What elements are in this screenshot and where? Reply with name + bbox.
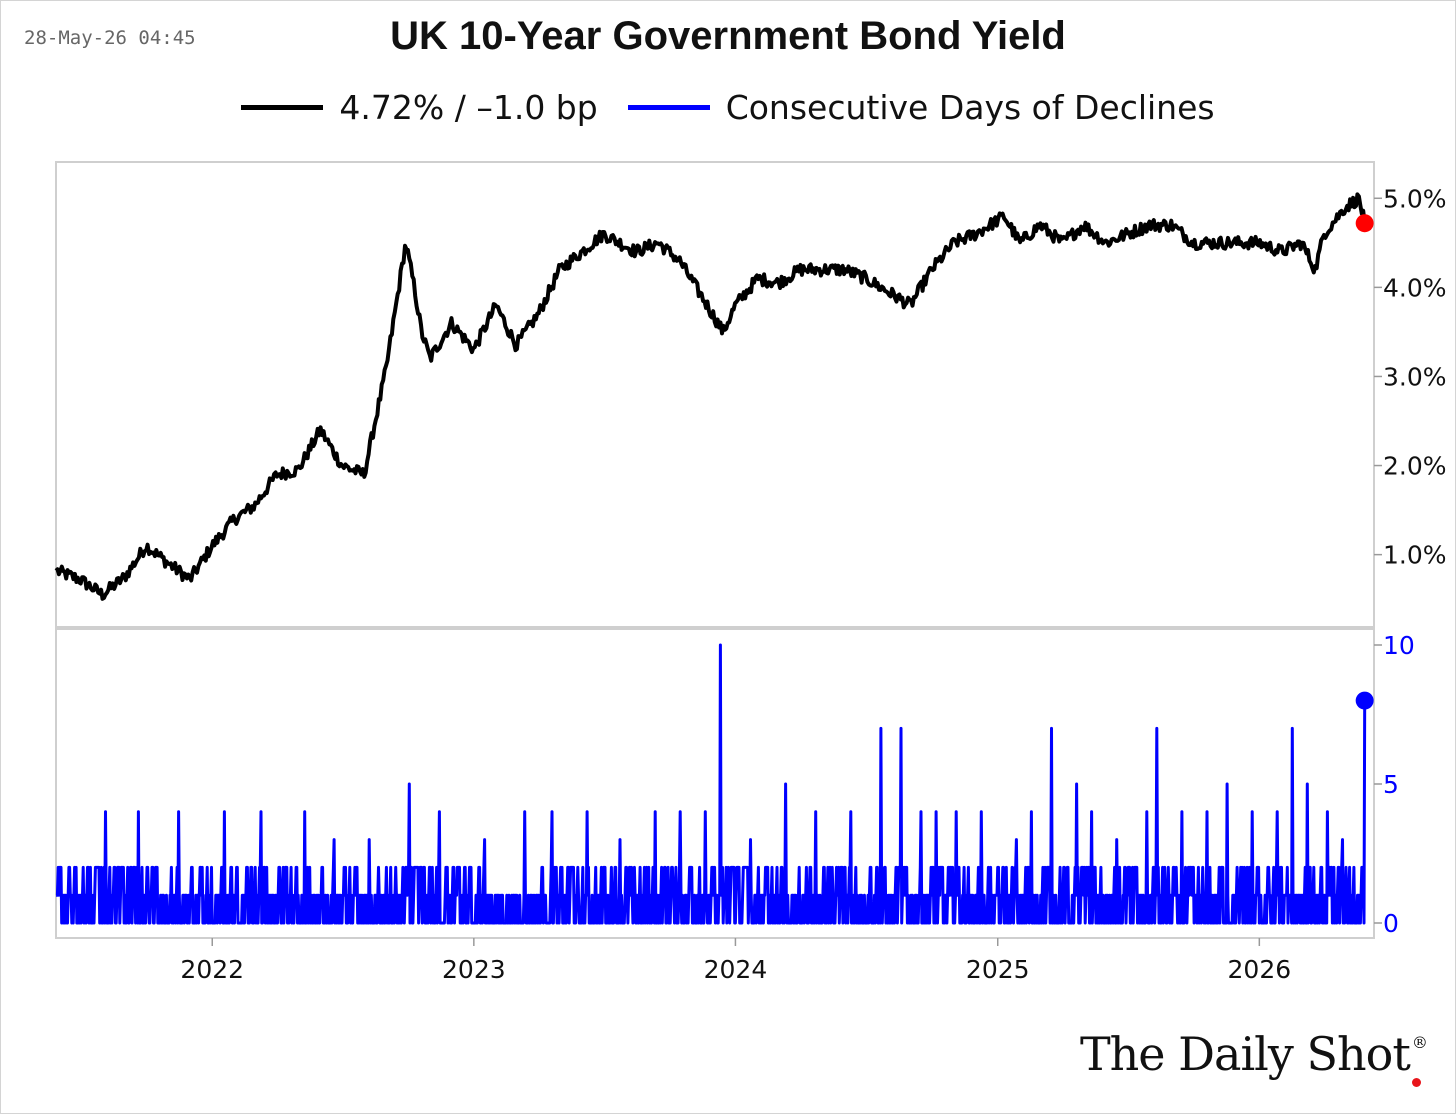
top-y-tick-label: 5.0% <box>1383 184 1447 213</box>
top-y-tick-label: 1.0% <box>1383 541 1447 570</box>
legend-swatch-declines <box>627 105 710 110</box>
x-tick-label: 2024 <box>704 955 768 984</box>
legend-label-declines: Consecutive Days of Declines <box>725 88 1215 127</box>
legend-item-declines: Consecutive Days of Declines <box>627 88 1215 127</box>
x-tick-label: 2022 <box>180 955 244 984</box>
legend-item-yield: 4.72% / –1.0 bp <box>241 88 598 127</box>
x-axis: 2022 2023 2024 2025 2026 <box>180 938 1291 984</box>
yield-line <box>54 192 1367 601</box>
daily-shot-logo: The Daily Shot ® <box>1080 1027 1428 1081</box>
legend: 4.72% / –1.0 bp Consecutive Days of Decl… <box>0 88 1456 127</box>
top-y-tick-label: 2.0% <box>1383 452 1447 481</box>
logo-text: The Daily Shot <box>1080 1027 1411 1081</box>
declines-line <box>55 643 1367 925</box>
yield-last-point <box>1355 214 1374 233</box>
legend-swatch-yield <box>241 105 324 110</box>
logo-dot <box>1412 1078 1421 1087</box>
bottom-y-tick-label: 0 <box>1383 909 1399 938</box>
declines-last-point <box>1355 691 1374 710</box>
bottom-y-tick-label: 5 <box>1383 770 1399 799</box>
chart-title: UK 10-Year Government Bond Yield <box>390 14 1066 58</box>
yield-series <box>54 192 1374 601</box>
x-tick-label: 2025 <box>966 955 1030 984</box>
logo-registered-mark: ® <box>1411 1033 1428 1052</box>
timestamp: 28-May-26 04:45 <box>24 27 196 49</box>
legend-label-yield: 4.72% / –1.0 bp <box>339 88 598 127</box>
bottom-y-tick-label: 10 <box>1383 631 1415 660</box>
x-tick-label: 2023 <box>442 955 506 984</box>
bottom-y-axis: 0 5 10 <box>1374 631 1415 938</box>
declines-series <box>55 643 1374 925</box>
x-tick-label: 2026 <box>1228 955 1292 984</box>
top-y-tick-label: 4.0% <box>1383 273 1447 302</box>
top-panel-border <box>55 161 1375 628</box>
top-y-tick-label: 3.0% <box>1383 362 1447 391</box>
top-y-axis: 1.0% 2.0% 3.0% 4.0% 5.0% <box>1374 184 1447 570</box>
